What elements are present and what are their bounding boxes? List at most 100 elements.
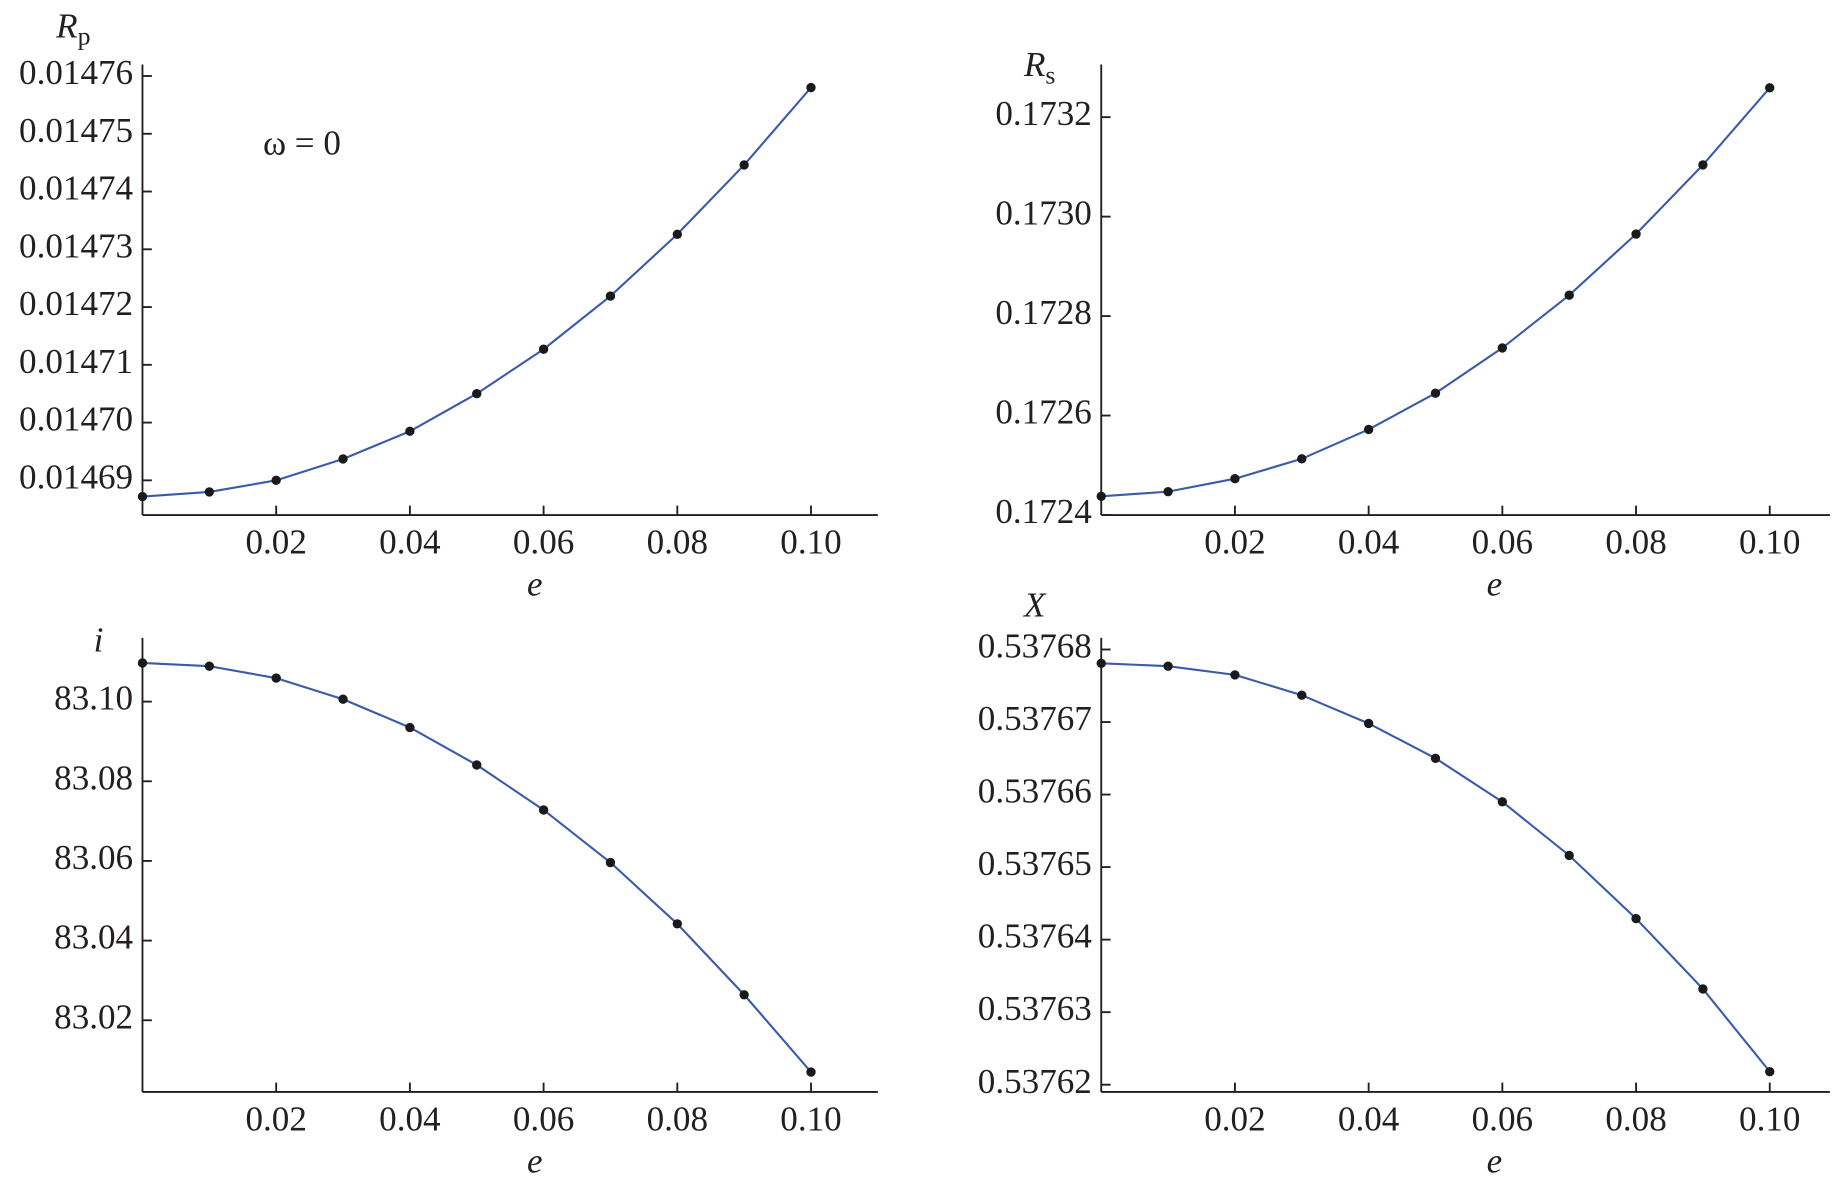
x-tick-label: 0.04: [379, 522, 440, 561]
x-tick-label: 0.02: [245, 522, 306, 561]
y-tick-label: 0.01475: [19, 111, 133, 150]
data-point: [204, 487, 215, 497]
y-tick-label: 0.01470: [19, 400, 133, 439]
x-tick-label: 0.06: [1472, 522, 1533, 561]
data-point: [1096, 658, 1106, 668]
y-tick-label: 83.08: [54, 758, 133, 797]
y-tick-label: 83.06: [54, 838, 133, 877]
data-point: [605, 291, 616, 301]
y-tick-label: 0.53766: [978, 772, 1092, 811]
annotation: ω = 0: [263, 123, 341, 162]
y-tick-label: 83.04: [54, 918, 133, 957]
data-point: [1564, 290, 1574, 300]
data-point: [1765, 1066, 1775, 1077]
x-axis-label: e: [527, 1142, 543, 1181]
y-tick-label: 0.53764: [978, 917, 1092, 956]
y-tick-label: 0.1732: [995, 94, 1092, 133]
x-tick-label: 0.02: [1204, 1099, 1265, 1138]
data-point: [806, 82, 816, 93]
y-axis-label: Rp: [55, 6, 90, 50]
x-tick-label: 0.10: [1739, 522, 1800, 561]
y-tick-label: 0.01476: [19, 53, 133, 92]
data-point: [1564, 850, 1574, 861]
y-tick-label: 0.53768: [978, 627, 1092, 666]
x-tick-label: 0.02: [1204, 522, 1265, 561]
y-axis-label-main: R: [1023, 45, 1045, 84]
data-point: [1430, 753, 1441, 763]
data-point: [271, 475, 281, 486]
data-point: [137, 658, 148, 668]
y-axis-label-main: i: [94, 621, 104, 660]
data-point: [1230, 670, 1240, 680]
y-tick-label: 83.10: [54, 679, 133, 718]
y-axis-label: X: [1022, 586, 1047, 625]
x-tick-label: 0.06: [513, 1099, 574, 1138]
x-tick-label: 0.10: [780, 522, 841, 561]
data-point: [1765, 83, 1775, 93]
data-point: [1698, 984, 1708, 994]
data-line: [1101, 87, 1771, 498]
x-tick-label: 0.04: [1338, 1099, 1399, 1138]
data-point: [1631, 913, 1641, 924]
y-tick-label: 0.53765: [978, 844, 1092, 883]
data-point: [1163, 661, 1173, 671]
x-tick-label: 0.06: [1472, 1099, 1533, 1138]
x-tick-label: 0.10: [1739, 1099, 1800, 1138]
x-axis-label: e: [1487, 1142, 1503, 1181]
data-point: [605, 857, 616, 868]
y-axis-label-main: R: [55, 6, 77, 45]
data-point: [1297, 454, 1307, 464]
y-tick-label: 0.01474: [19, 169, 133, 208]
y-tick-label: 0.1730: [995, 194, 1092, 233]
x-tick-label: 0.08: [1605, 522, 1666, 561]
y-tick-label: 0.01471: [19, 342, 133, 381]
data-point: [1363, 424, 1374, 435]
x-tick-label: 0.04: [379, 1099, 440, 1138]
x-tick-label: 0.06: [513, 522, 574, 561]
x-tick-label: 0.04: [1338, 522, 1399, 561]
data-point: [1163, 486, 1173, 497]
data-point: [739, 160, 749, 170]
data-point: [1497, 343, 1508, 353]
y-axis-label-main: X: [1022, 586, 1047, 625]
data-point: [672, 229, 682, 239]
y-axis-label-sub: s: [1045, 60, 1055, 89]
x-tick-label: 0.08: [647, 1099, 708, 1138]
data-point: [405, 426, 415, 436]
data-point: [338, 454, 348, 464]
data-point: [472, 389, 482, 399]
x-axis-label: e: [1487, 565, 1503, 604]
data-line: [142, 86, 812, 498]
y-axis-label: Rs: [1023, 45, 1055, 89]
data-point: [405, 722, 415, 733]
data-point: [204, 661, 215, 671]
y-tick-label: 0.53767: [978, 699, 1092, 738]
data-line: [1101, 662, 1771, 1073]
y-tick-label: 0.1728: [995, 293, 1092, 332]
y-tick-label: 0.01473: [19, 226, 133, 265]
data-point: [1497, 797, 1508, 807]
data-line: [142, 661, 812, 1073]
data-point: [1698, 160, 1708, 170]
x-tick-label: 0.10: [780, 1099, 841, 1138]
data-point: [1631, 229, 1641, 239]
data-point: [1430, 388, 1441, 398]
data-point: [806, 1067, 816, 1077]
data-point: [538, 344, 549, 354]
x-axis-label: e: [527, 565, 543, 604]
data-point: [1363, 718, 1374, 729]
x-tick-label: 0.08: [647, 522, 708, 561]
data-point: [271, 673, 281, 683]
y-tick-label: 0.01472: [19, 284, 133, 323]
data-point: [338, 694, 348, 704]
y-tick-label: 0.01469: [19, 457, 133, 496]
data-point: [672, 919, 682, 929]
y-axis-label-sub: p: [78, 22, 91, 51]
data-point: [1230, 474, 1240, 484]
y-tick-label: 0.1726: [995, 393, 1092, 432]
data-point: [1096, 491, 1106, 501]
data-point: [137, 491, 148, 502]
x-tick-label: 0.02: [245, 1099, 306, 1138]
y-tick-label: 83.02: [54, 997, 133, 1036]
